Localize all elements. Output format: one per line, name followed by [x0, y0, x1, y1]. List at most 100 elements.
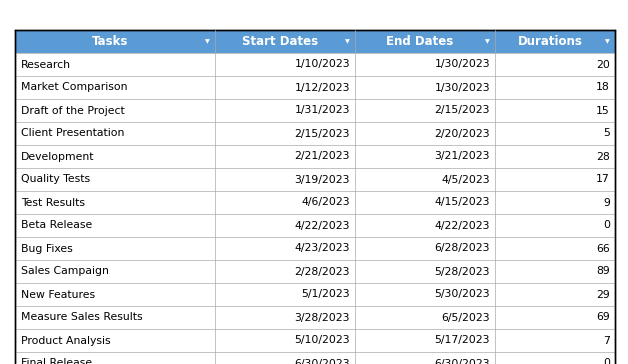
Bar: [215, 168, 355, 191]
Text: 4/22/2023: 4/22/2023: [295, 221, 350, 230]
Text: ▼: ▼: [345, 39, 349, 44]
Bar: [215, 214, 355, 237]
Text: Test Results: Test Results: [21, 198, 85, 207]
Bar: [495, 237, 615, 260]
Bar: [215, 329, 355, 352]
Bar: [15, 329, 215, 352]
Text: 69: 69: [596, 313, 610, 323]
Text: 1/30/2023: 1/30/2023: [435, 59, 490, 70]
Bar: [355, 191, 495, 214]
Text: 9: 9: [603, 198, 610, 207]
Bar: [215, 237, 355, 260]
Bar: [355, 168, 495, 191]
Bar: [495, 76, 615, 99]
Text: Beta Release: Beta Release: [21, 221, 92, 230]
Bar: [15, 237, 215, 260]
Bar: [495, 122, 615, 145]
Bar: [495, 99, 615, 122]
Bar: [15, 30, 215, 53]
Text: 15: 15: [596, 106, 610, 115]
Text: Client Presentation: Client Presentation: [21, 128, 124, 138]
Text: 1/31/2023: 1/31/2023: [295, 106, 350, 115]
Text: 20: 20: [596, 59, 610, 70]
Bar: [495, 352, 615, 364]
Bar: [355, 30, 495, 53]
Text: 6/30/2023: 6/30/2023: [295, 359, 350, 364]
Text: 5/1/2023: 5/1/2023: [301, 289, 350, 300]
Bar: [355, 306, 495, 329]
Text: Product Analysis: Product Analysis: [21, 336, 111, 345]
Text: ▼: ▼: [485, 39, 489, 44]
Text: Durations: Durations: [517, 35, 582, 48]
Bar: [355, 329, 495, 352]
Bar: [495, 214, 615, 237]
Bar: [355, 122, 495, 145]
Bar: [495, 53, 615, 76]
Bar: [215, 122, 355, 145]
Bar: [15, 191, 215, 214]
Text: ▼: ▼: [605, 39, 609, 44]
Bar: [15, 260, 215, 283]
Text: 2/15/2023: 2/15/2023: [435, 106, 490, 115]
Bar: [15, 306, 215, 329]
Text: 2/28/2023: 2/28/2023: [295, 266, 350, 277]
Bar: [495, 145, 615, 168]
Bar: [15, 145, 215, 168]
Text: Start Dates: Start Dates: [242, 35, 318, 48]
Text: 17: 17: [596, 174, 610, 185]
Bar: [495, 283, 615, 306]
Text: 4/22/2023: 4/22/2023: [435, 221, 490, 230]
Bar: [495, 329, 615, 352]
Bar: [215, 76, 355, 99]
Bar: [15, 168, 215, 191]
Text: 4/6/2023: 4/6/2023: [301, 198, 350, 207]
Bar: [215, 99, 355, 122]
Bar: [495, 191, 615, 214]
Text: Tasks: Tasks: [92, 35, 128, 48]
Bar: [215, 53, 355, 76]
Bar: [15, 99, 215, 122]
Bar: [215, 145, 355, 168]
Bar: [495, 260, 615, 283]
Bar: [15, 352, 215, 364]
Text: 5/10/2023: 5/10/2023: [295, 336, 350, 345]
Text: 2/21/2023: 2/21/2023: [295, 151, 350, 162]
Bar: [215, 352, 355, 364]
Bar: [355, 283, 495, 306]
Text: 0: 0: [603, 359, 610, 364]
Bar: [355, 145, 495, 168]
Text: 28: 28: [596, 151, 610, 162]
Bar: [355, 352, 495, 364]
Text: Final Release: Final Release: [21, 359, 92, 364]
Bar: [495, 306, 615, 329]
Text: 3/28/2023: 3/28/2023: [295, 313, 350, 323]
Bar: [15, 283, 215, 306]
Bar: [215, 30, 355, 53]
Text: 5/30/2023: 5/30/2023: [435, 289, 490, 300]
Text: ▼: ▼: [205, 39, 209, 44]
Text: 0: 0: [603, 221, 610, 230]
Bar: [495, 168, 615, 191]
Text: 1/10/2023: 1/10/2023: [295, 59, 350, 70]
Bar: [15, 122, 215, 145]
Text: 66: 66: [596, 244, 610, 253]
Text: 1/12/2023: 1/12/2023: [295, 83, 350, 92]
Text: Quality Tests: Quality Tests: [21, 174, 90, 185]
Bar: [355, 53, 495, 76]
Text: Measure Sales Results: Measure Sales Results: [21, 313, 143, 323]
Text: 89: 89: [596, 266, 610, 277]
Text: Market Comparison: Market Comparison: [21, 83, 127, 92]
Text: 6/5/2023: 6/5/2023: [441, 313, 490, 323]
Text: 5/17/2023: 5/17/2023: [435, 336, 490, 345]
Text: Sales Campaign: Sales Campaign: [21, 266, 109, 277]
Bar: [15, 53, 215, 76]
Bar: [215, 260, 355, 283]
Text: 6/28/2023: 6/28/2023: [435, 244, 490, 253]
Text: Draft of the Project: Draft of the Project: [21, 106, 125, 115]
Bar: [355, 214, 495, 237]
Text: 4/5/2023: 4/5/2023: [441, 174, 490, 185]
Bar: [215, 283, 355, 306]
Bar: [355, 237, 495, 260]
Text: Development: Development: [21, 151, 94, 162]
Text: 6/30/2023: 6/30/2023: [435, 359, 490, 364]
